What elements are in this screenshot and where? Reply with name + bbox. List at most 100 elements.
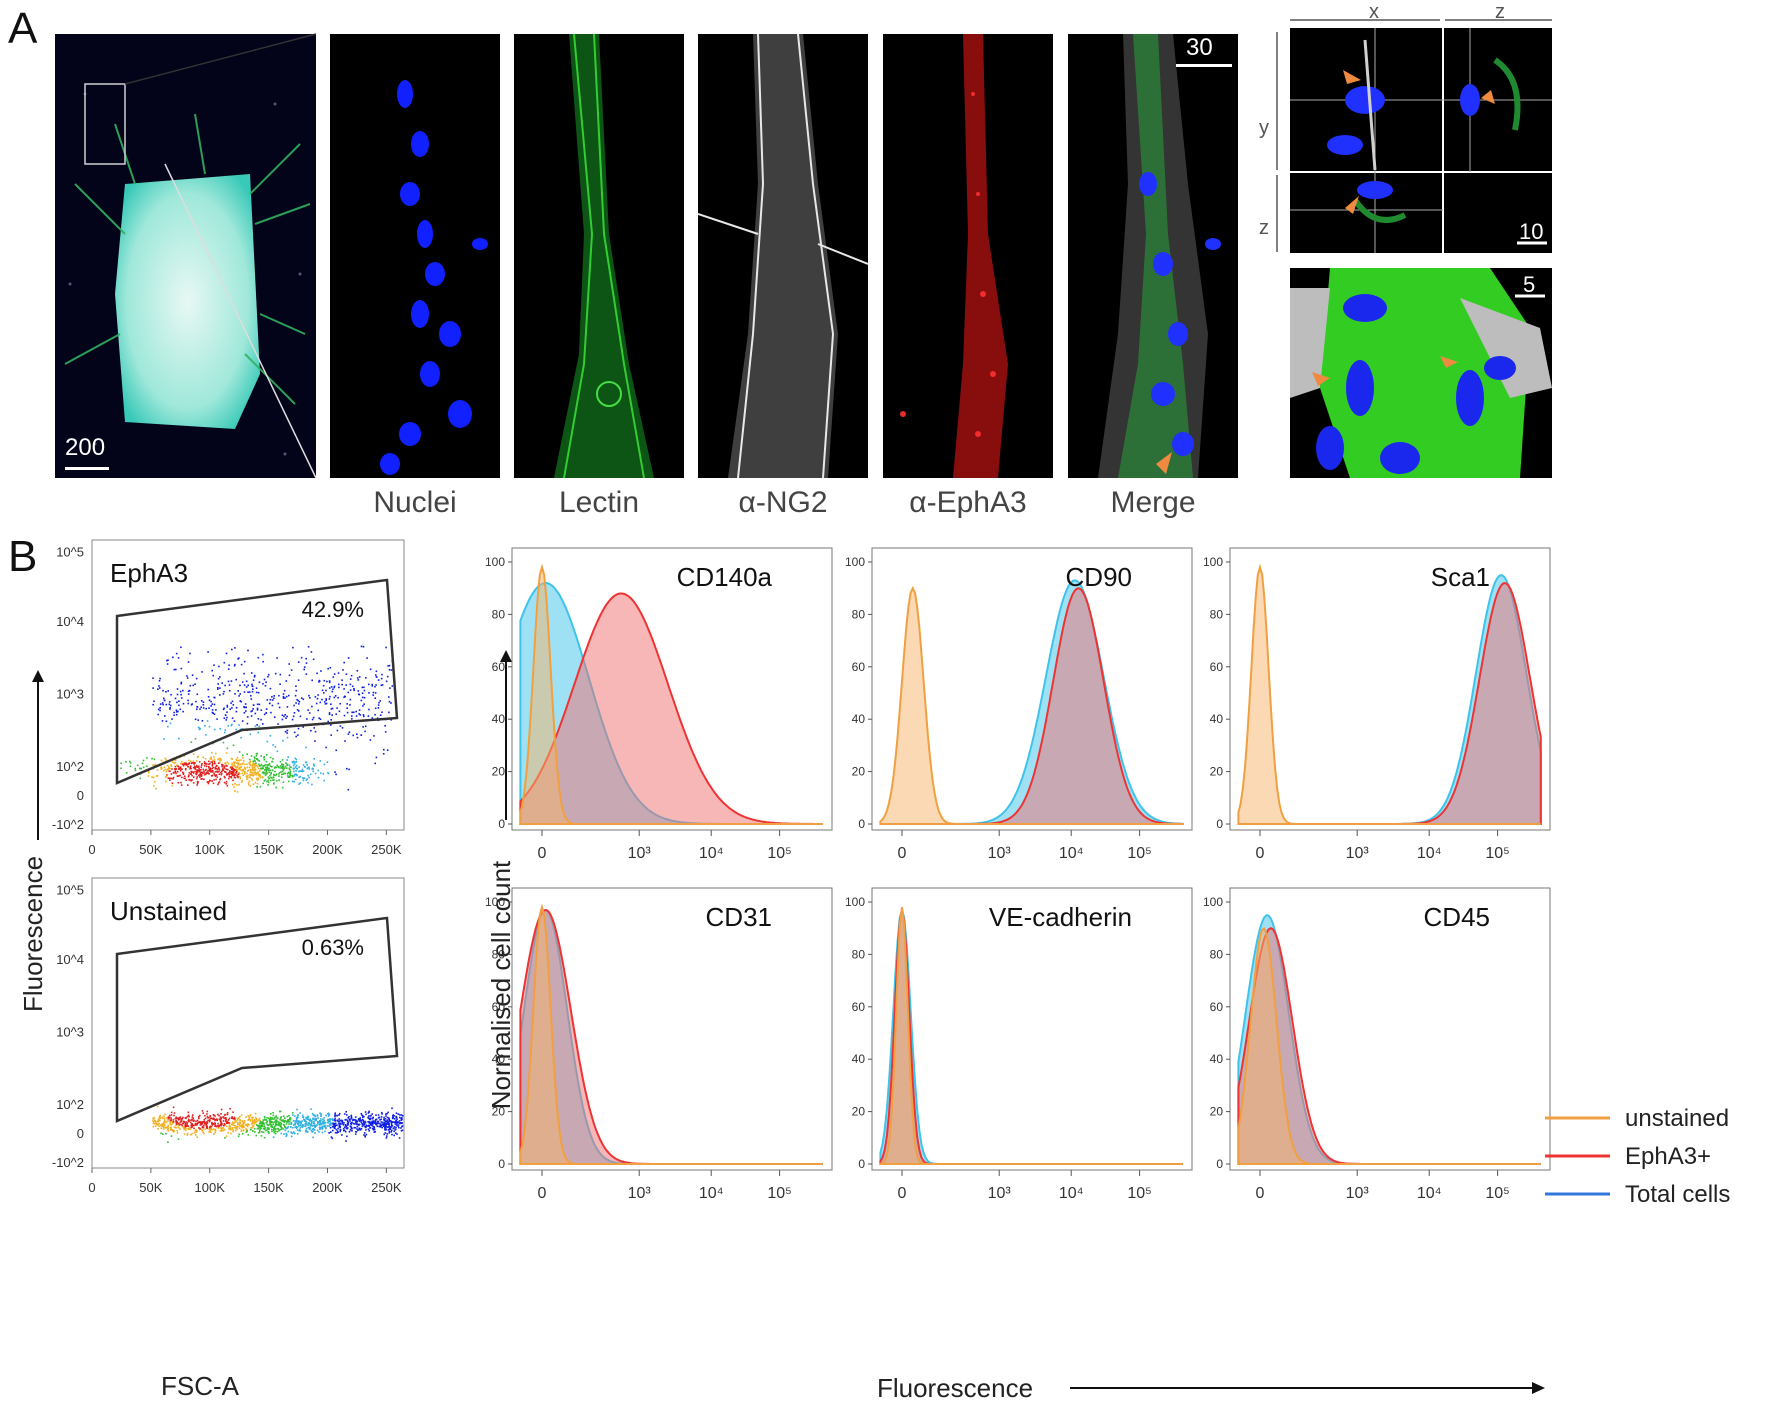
hist-y-tick: 40 (852, 1052, 866, 1066)
scatter-point (172, 656, 174, 659)
scatter-point (281, 1127, 283, 1129)
scatter-point (259, 1126, 262, 1128)
scatter-point (241, 763, 244, 765)
scatter-point (198, 769, 200, 771)
scatter-point (320, 1118, 322, 1120)
scatter-point (198, 1127, 200, 1129)
scatter-point (257, 773, 260, 776)
scatter-point (152, 687, 154, 689)
scatter-point (238, 771, 240, 774)
scatter-point (301, 1123, 304, 1126)
scatter-point (198, 774, 201, 776)
scatter-point (361, 696, 364, 699)
scatter-point (294, 1120, 296, 1122)
scatter-point (236, 791, 239, 793)
scatter-point (268, 763, 271, 765)
scatter-point (301, 1120, 303, 1122)
scatter-point (166, 1117, 168, 1119)
scatter-point (302, 777, 304, 779)
scatter-point (266, 780, 268, 783)
scatter-point (176, 1132, 179, 1134)
scatter-point (252, 688, 254, 690)
scatter-point (226, 711, 228, 713)
scatter-point (368, 1121, 370, 1123)
scatter-point (173, 1112, 176, 1114)
scatter-point (189, 773, 192, 775)
scatter-point (176, 1123, 178, 1125)
scatter-point (325, 689, 327, 692)
scatter-point (374, 713, 376, 716)
scatter-point (153, 764, 155, 767)
scatter-point (189, 766, 191, 769)
scatter-point (188, 1119, 190, 1122)
scatter-point (274, 1128, 277, 1130)
scatter-point (225, 1135, 228, 1137)
scatter-point (173, 714, 175, 716)
scatter-point (257, 767, 260, 770)
scatter-point (266, 1120, 268, 1122)
scatter-point (199, 708, 201, 710)
scatter-point (354, 1121, 357, 1123)
scatter-point (363, 1122, 365, 1125)
scatter-point (374, 692, 377, 694)
scatter-point (388, 669, 391, 671)
scatter-point (194, 766, 196, 768)
scatter-point (236, 766, 239, 768)
scatter-point (333, 1122, 336, 1125)
scatter-point (259, 765, 261, 767)
scatter-point (319, 1123, 322, 1126)
scatter-point (362, 726, 364, 728)
scatter-point (191, 1118, 194, 1121)
scatter-point (218, 768, 221, 771)
scatter-point (388, 1118, 390, 1120)
scatter-point (216, 768, 219, 770)
scatter-point (236, 774, 238, 777)
scatter-point (308, 766, 310, 769)
scatter-point (393, 1121, 396, 1123)
scatter-x-tick: 0 (88, 1180, 95, 1195)
scatter-point (270, 711, 272, 714)
scatter-point (305, 1127, 308, 1130)
scatter-point (298, 703, 300, 705)
scatter-point (251, 768, 254, 770)
scatter-point (186, 677, 189, 679)
scatter-point (284, 730, 287, 733)
scatter-point (233, 774, 235, 776)
scatter-point (166, 764, 169, 767)
scatter-point (272, 744, 274, 746)
scatter-point (199, 1127, 201, 1130)
scatter-point (375, 674, 377, 676)
scatter-point (211, 709, 214, 711)
scatter-point (169, 707, 171, 709)
scatter-point (230, 1123, 233, 1126)
scatter-point (353, 688, 355, 690)
scatter-point (166, 1120, 169, 1122)
scatter-point (213, 728, 216, 731)
scatter-point (238, 1124, 241, 1127)
scatter-point (219, 727, 221, 730)
scatter-point (252, 760, 254, 763)
scatter-point (235, 706, 238, 709)
scatter-point (211, 1123, 213, 1125)
scatter-point (398, 1120, 401, 1122)
scatter-point (267, 763, 270, 766)
hist-y-tick: 20 (852, 1105, 866, 1119)
scatter-point (157, 708, 160, 711)
scatter-point (381, 1123, 384, 1125)
hist-x-tick: 10⁵ (1127, 1185, 1151, 1202)
hist-y-tick: 0 (498, 1157, 505, 1171)
scatter-point (299, 1126, 302, 1129)
scatter-point (310, 1121, 313, 1124)
scatter-x-tick: 150K (253, 842, 284, 857)
scatter-point (349, 1125, 352, 1128)
scatter-point (385, 646, 387, 649)
scatter-point (251, 766, 254, 768)
scatter-point (257, 718, 260, 720)
scatter-point (216, 776, 219, 778)
scatter-point (177, 1122, 180, 1125)
scatter-point (288, 767, 291, 770)
scatter-point (158, 687, 161, 689)
scatter-point (351, 1121, 353, 1124)
scatter-point (379, 714, 382, 716)
